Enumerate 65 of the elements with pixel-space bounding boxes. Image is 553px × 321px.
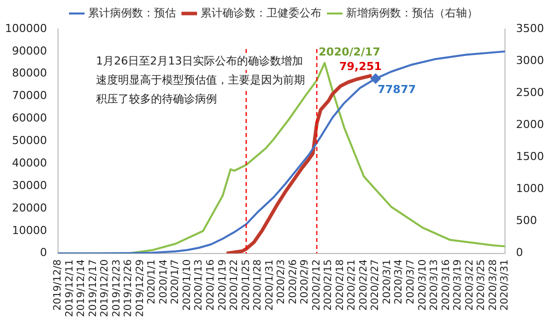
annotation: 1月26日至2月13日实际公布的确诊数增加速度明显高于模型预估值，主要是因为前期积压了较多的待确诊病例 xyxy=(96,54,305,106)
x-tick-label: 2020/3/4 xyxy=(394,259,405,304)
x-tick-label: 2020/1/1 xyxy=(146,259,158,304)
y2-tick-label: 2000 xyxy=(516,118,544,132)
y2-tick-label: 0 xyxy=(516,246,524,260)
x-tick-label: 2019/12/14 xyxy=(76,259,88,318)
y-tick-label: 60000 xyxy=(12,112,47,125)
x-tick-label: 2019/12/23 xyxy=(111,259,122,318)
x-tick-label: 2020/2/12 xyxy=(311,259,322,311)
x-tick-label: 2019/12/29 xyxy=(134,259,146,318)
x-tick-label: 2020/3/13 xyxy=(429,259,440,311)
data-label: 77877 xyxy=(378,82,416,96)
x-tick-label: 2020/1/13 xyxy=(194,259,205,311)
x-tick-label: 2020/2/27 xyxy=(370,259,382,311)
x-tick-label: 2020/2/9 xyxy=(300,259,311,304)
x-tick-label: 2020/1/10 xyxy=(182,259,193,311)
x-tick-label: 2020/1/28 xyxy=(252,259,264,311)
x-tick-label: 2020/3/25 xyxy=(476,259,488,311)
y2-tick-label: 1000 xyxy=(516,182,544,196)
x-tick-label: 2020/3/10 xyxy=(417,259,428,311)
legend-label: 累计病例数：预估 xyxy=(88,6,176,20)
y-tick-label: 70000 xyxy=(12,89,47,102)
x-tick-label: 2020/1/16 xyxy=(206,259,217,311)
x-tick-label: 2020/3/22 xyxy=(464,259,476,311)
x-tick-label: 2020/1/25 xyxy=(240,259,252,311)
y-tick-label: 0 xyxy=(40,246,47,260)
y-tick-label: 10000 xyxy=(12,224,47,237)
x-tick-label: 2019/12/11 xyxy=(64,259,76,318)
x-tick-label: 2019/12/17 xyxy=(88,259,99,318)
x-tick-label: 2020/2/6 xyxy=(288,259,299,304)
y-tick-label: 20000 xyxy=(12,201,47,214)
legend-label: 累计确诊数：卫健委公布 xyxy=(200,6,322,20)
y2-tick-label: 2500 xyxy=(516,86,544,99)
y-tick-label: 80000 xyxy=(12,66,47,80)
x-tick-label: 2020/3/28 xyxy=(488,259,499,311)
x-tick-label: 2020/1/19 xyxy=(217,259,228,311)
x-tick-label: 2020/2/21 xyxy=(346,259,358,311)
y-tick-label: 30000 xyxy=(12,178,47,192)
data-label: 79,251 xyxy=(339,60,382,73)
x-tick-label: 2020/3/16 xyxy=(440,259,452,311)
annotation: 2020/2/17 xyxy=(318,45,380,58)
x-tick-label: 2019/12/20 xyxy=(100,259,111,318)
x-tick-label: 2020/2/3 xyxy=(276,259,288,304)
y-tick-label: 100000 xyxy=(4,22,47,35)
x-tick-label: 2019/12/26 xyxy=(123,259,134,318)
x-tick-label: 2020/1/4 xyxy=(158,259,170,304)
x-tick-label: 2019/12/8 xyxy=(52,259,64,311)
y-tick-label: 90000 xyxy=(12,44,47,58)
y2-tick-label: 1500 xyxy=(516,150,544,164)
x-tick-label: 2020/1/22 xyxy=(229,259,240,311)
x-tick-label: 2020/2/15 xyxy=(323,259,334,311)
x-tick-label: 2020/1/7 xyxy=(170,259,182,304)
y2-tick-label: 500 xyxy=(516,214,538,228)
x-tick-label: 2020/3/7 xyxy=(405,259,416,304)
y-tick-label: 50000 xyxy=(12,134,47,148)
x-tick-label: 2020/3/31 xyxy=(500,259,511,311)
y2-tick-label: 3000 xyxy=(516,54,544,67)
legend-label: 新增病例数：预估（右轴） xyxy=(346,6,478,20)
y2-tick-label: 3500 xyxy=(516,22,544,35)
x-tick-label: 2020/2/24 xyxy=(358,259,370,311)
x-tick-label: 2020/3/1 xyxy=(382,259,393,304)
x-tick-label: 2020/3/19 xyxy=(452,259,464,311)
x-tick-label: 2020/2/18 xyxy=(334,259,346,311)
x-tick-label: 2020/1/31 xyxy=(264,259,276,311)
y-tick-label: 40000 xyxy=(12,156,47,170)
